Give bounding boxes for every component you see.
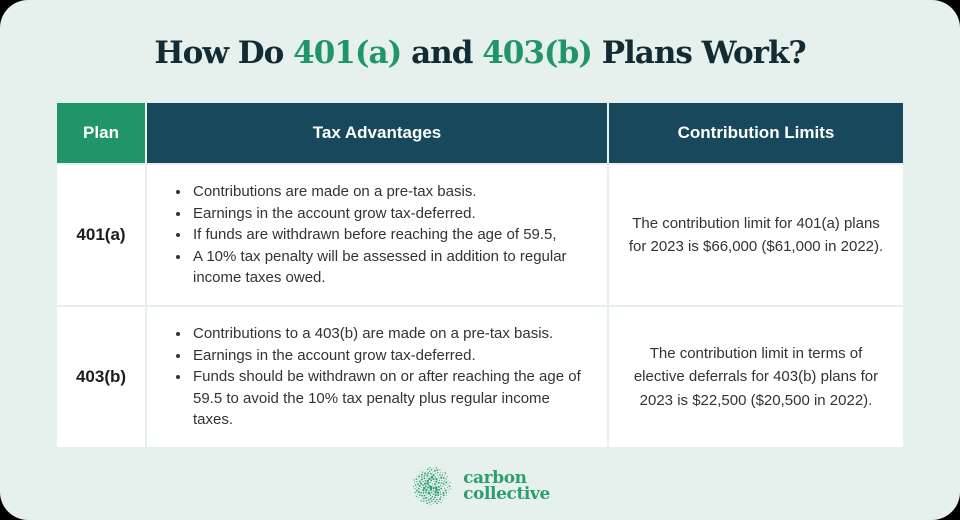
tax-advantages-list: Contributions are made on a pre-tax basi… — [163, 181, 589, 289]
contribution-limit-text: The contribution limit for 401(a) plans … — [628, 214, 884, 256]
footer-brand: carbon collective — [0, 464, 960, 508]
title-segment: How Do — [154, 35, 294, 71]
list-item: Earnings in the account grow tax-deferre… — [191, 203, 589, 225]
tax-advantages-cell-403b: Contributions to a 403(b) are made on a … — [147, 307, 607, 448]
plan-cell-403b: 403(b) — [57, 307, 145, 448]
carbon-collective-logo-icon — [413, 467, 452, 506]
column-header-tax-advantages: Tax Advantages — [147, 103, 607, 164]
contribution-limit-text: The contribution limit in terms of elect… — [633, 345, 879, 409]
list-item: A 10% tax penalty will be assessed in ad… — [191, 246, 589, 289]
page-title: How Do 401(a) and 403(b) Plans Work? — [0, 36, 960, 70]
comparison-table: Plan Tax Advantages Contribution Limits … — [57, 103, 903, 448]
brand-line: collective — [463, 484, 550, 505]
list-item: Contributions to a 403(b) are made on a … — [191, 323, 589, 345]
title-segment-403b: 403(b) — [482, 35, 593, 71]
column-header-plan: Plan — [57, 103, 145, 164]
contribution-limit-cell-401a: The contribution limit for 401(a) plans … — [609, 165, 903, 306]
title-segment-401a: 401(a) — [293, 35, 402, 71]
list-item: Contributions are made on a pre-tax basi… — [191, 181, 589, 203]
contribution-limit-cell-403b: The contribution limit in terms of elect… — [609, 307, 903, 448]
title-segment: and — [401, 35, 483, 71]
column-header-contribution-limits: Contribution Limits — [609, 103, 903, 164]
tax-advantages-cell-401a: Contributions are made on a pre-tax basi… — [147, 165, 607, 306]
plan-cell-401a: 401(a) — [57, 165, 145, 306]
brand-line: carbon — [463, 467, 527, 488]
tax-advantages-list: Contributions to a 403(b) are made on a … — [163, 323, 589, 431]
title-segment: Plans Work? — [591, 35, 807, 71]
list-item: If funds are withdrawn before reaching t… — [191, 224, 589, 246]
list-item: Earnings in the account grow tax-deferre… — [191, 345, 589, 367]
carbon-collective-wordmark: carbon collective — [463, 467, 550, 505]
list-item: Funds should be withdrawn on or after re… — [191, 366, 589, 431]
